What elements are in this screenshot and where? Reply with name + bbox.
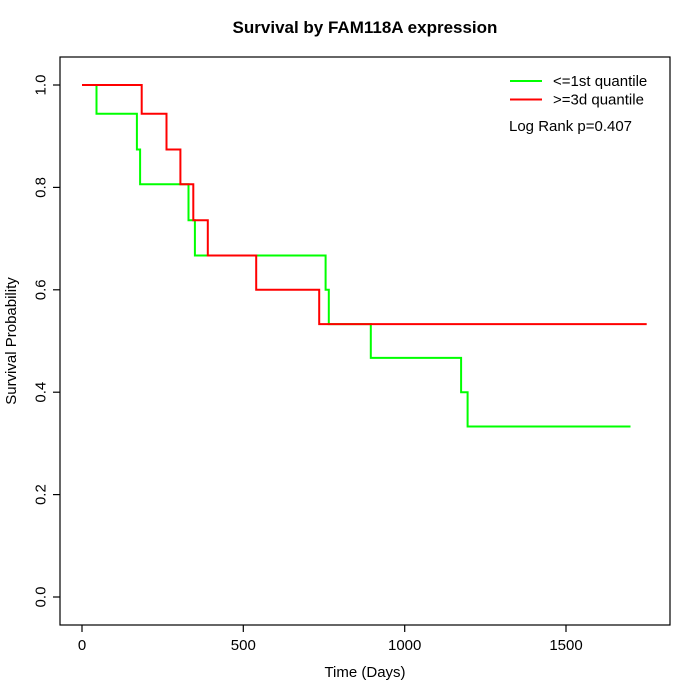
x-axis: 0 500 1000 1500 Time (Days) [78, 625, 583, 681]
legend-label-third-quantile: >=3d quantile [553, 92, 644, 109]
logrank-pvalue-annotation: Log Rank p=0.407 [509, 118, 632, 135]
y-axis-title: Survival Probability [3, 277, 20, 405]
plot-box [59, 56, 671, 626]
x-tick-label-0: 0 [78, 637, 86, 654]
legend: <=1st quantile >=3d quantile Log Rank p=… [509, 73, 647, 135]
x-tick-label-500: 500 [231, 637, 256, 654]
y-axis: 0.0 0.2 0.4 0.6 0.8 1.0 Survival Probabi… [3, 75, 60, 608]
y-tick-label-0.6: 0.6 [33, 279, 50, 300]
survival-curves [82, 84, 647, 428]
y-tick-label-0.4: 0.4 [33, 382, 50, 403]
plot-title: Survival by FAM118A expression [233, 18, 498, 37]
y-tick-label-0.2: 0.2 [33, 484, 50, 505]
km-curve-2 [82, 84, 647, 326]
x-tick-label-1000: 1000 [388, 637, 421, 654]
km-curve-1 [82, 84, 631, 428]
y-tick-label-0.8: 0.8 [33, 177, 50, 198]
y-tick-label-1.0: 1.0 [33, 75, 50, 96]
y-tick-label-0.0: 0.0 [33, 587, 50, 608]
x-tick-label-1500: 1500 [549, 637, 582, 654]
legend-label-first-quantile: <=1st quantile [553, 73, 647, 90]
x-axis-title: Time (Days) [324, 664, 405, 681]
